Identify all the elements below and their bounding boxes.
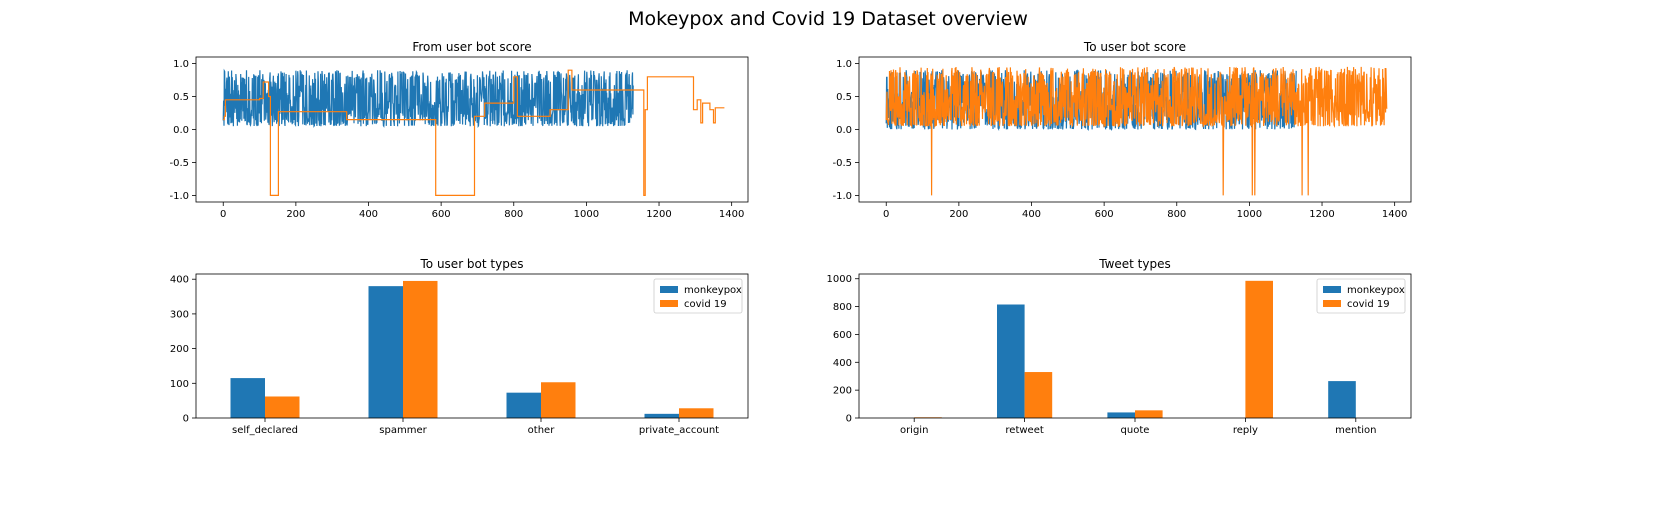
y-tick-label: 1.0: [173, 59, 189, 70]
y-tick-label: 0: [183, 414, 189, 425]
x-tick-label: 800: [504, 209, 523, 220]
bar-monkeypox: [1107, 412, 1135, 418]
y-tick-label: 300: [170, 309, 189, 320]
bar-monkeypox: [644, 413, 679, 418]
y-tick-label: 1.0: [836, 59, 852, 70]
legend-label: monkeypox: [684, 285, 742, 296]
y-tick-label: 0: [846, 414, 852, 425]
x-tick-label: 0: [220, 209, 226, 220]
y-tick-label: -1.0: [169, 191, 189, 202]
y-tick-label: 200: [833, 386, 852, 397]
x-tick-label: 200: [949, 209, 968, 220]
series-line-covid-19: [223, 69, 725, 196]
bar-monkeypox: [997, 304, 1025, 418]
legend-swatch: [1323, 300, 1341, 307]
legend: monkeypox covid 19: [653, 278, 743, 314]
x-tick-label: 1400: [1382, 209, 1407, 220]
bar-covid-19: [1024, 372, 1053, 418]
x-tick-label: 600: [1095, 209, 1114, 220]
y-tick-label: 100: [170, 379, 189, 390]
y-tick-label: 400: [833, 358, 852, 369]
x-tick-label: 200: [286, 209, 305, 220]
legend: monkeypox covid 19: [1316, 278, 1406, 314]
x-tick-label: 0: [883, 209, 889, 220]
x-tick-label: 1400: [719, 209, 744, 220]
x-tick-label: 1200: [1309, 209, 1334, 220]
x-tick-label: 600: [432, 209, 451, 220]
x-tick-label: mention: [1335, 425, 1376, 436]
x-tick-label: 400: [1022, 209, 1041, 220]
chart-from_score: From user bot score -1.0 -0.5 0.0 0.5 1.0 0 200…: [169, 40, 749, 220]
x-tick-label: self_declared: [232, 425, 298, 436]
chart-title: Tweet types: [1098, 257, 1171, 271]
axes-frame: [195, 56, 749, 203]
y-tick-label: 0.0: [836, 125, 852, 136]
y-tick-label: -0.5: [169, 158, 189, 169]
series-line-covid-19: [885, 66, 1388, 196]
x-tick-label: reply: [1233, 425, 1258, 436]
y-tick-label: 800: [833, 302, 852, 313]
bar-monkeypox: [368, 286, 403, 418]
x-tick-label: quote: [1121, 425, 1150, 436]
y-tick-label: 0.0: [173, 125, 189, 136]
y-tick-label: 400: [170, 275, 189, 286]
x-tick-label: 800: [1167, 209, 1186, 220]
x-tick-label: private_account: [639, 425, 719, 436]
chart-to_types: To user bot types 0 100 200 300 400 self_decla…: [170, 257, 749, 436]
x-tick-label: 400: [359, 209, 378, 220]
bar-monkeypox: [230, 378, 265, 418]
bar-covid-19: [541, 382, 576, 418]
bar-monkeypox: [1328, 381, 1356, 418]
legend-label: covid 19: [684, 299, 727, 310]
figure-title: Mokeypox and Covid 19 Dataset overview: [628, 8, 1028, 30]
x-tick-label: spammer: [379, 425, 427, 436]
x-tick-label: other: [528, 425, 556, 436]
x-tick-label: retweet: [1005, 425, 1043, 436]
x-tick-label: 1000: [574, 209, 599, 220]
bar-covid-19: [679, 408, 714, 418]
x-tick-label: origin: [900, 425, 928, 436]
chart-title: To user bot score: [1083, 40, 1186, 54]
x-tick-label: 1000: [1237, 209, 1262, 220]
y-tick-label: 1000: [827, 274, 852, 285]
bar-monkeypox: [506, 392, 541, 418]
y-tick-label: -1.0: [832, 191, 852, 202]
axes-frame: [858, 56, 1412, 203]
chart-tweet_types: Tweet types 0 200 400 600 800 1000 origin retwee…: [827, 257, 1412, 436]
bar-covid-19: [1245, 280, 1273, 418]
legend-swatch: [1323, 286, 1341, 293]
legend-swatch: [660, 286, 678, 293]
x-tick-label: 1200: [646, 209, 671, 220]
chart-to_score: To user bot score -1.0 -0.5 0.0 0.5 1.0 0 200 40…: [832, 40, 1412, 220]
axes-frame: [858, 273, 1412, 419]
chart-title: To user bot types: [420, 257, 524, 271]
y-tick-label: 0.5: [173, 92, 189, 103]
legend-swatch: [660, 300, 678, 307]
bar-covid-19: [1135, 410, 1163, 418]
y-tick-label: 0.5: [836, 92, 852, 103]
y-tick-label: -0.5: [832, 158, 852, 169]
axes-frame: [195, 273, 749, 419]
legend-label: covid 19: [1347, 299, 1390, 310]
y-tick-label: 600: [833, 330, 852, 341]
bar-covid-19: [265, 396, 300, 418]
legend-label: monkeypox: [1347, 285, 1405, 296]
chart-title: From user bot score: [412, 40, 531, 54]
y-tick-label: 200: [170, 344, 189, 355]
bar-covid-19: [403, 280, 438, 418]
